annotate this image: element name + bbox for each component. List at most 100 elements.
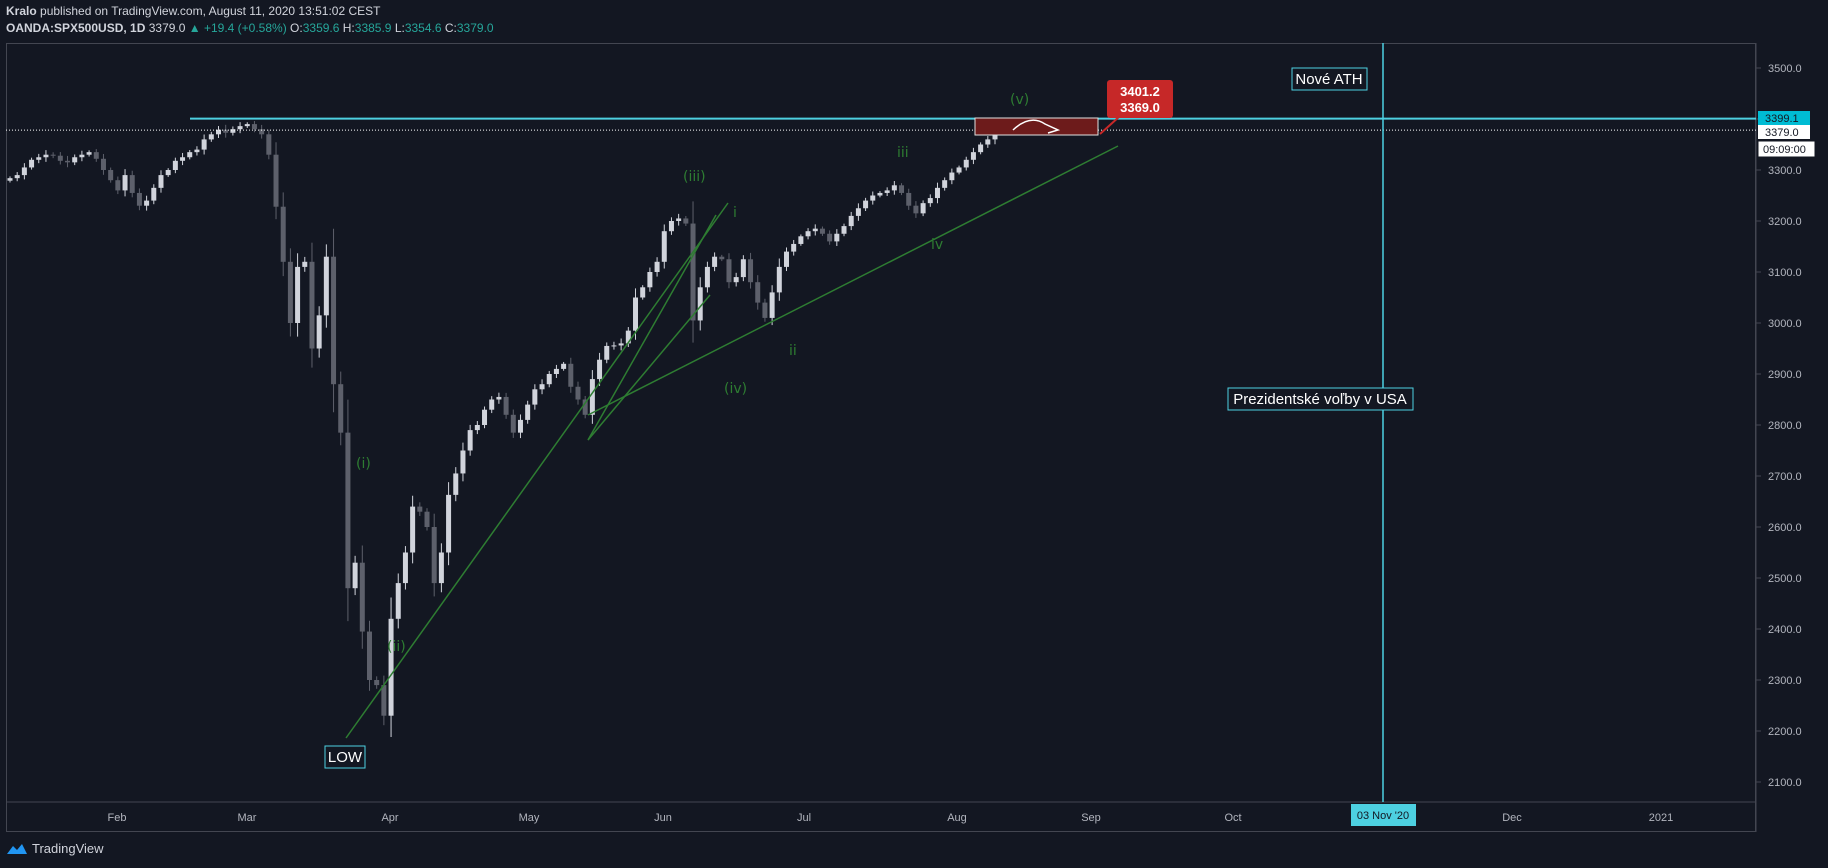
election-date-badge: 03 Nov '20: [1351, 804, 1416, 826]
note-ath[interactable]: Nové ATH: [1291, 67, 1368, 91]
candle-body: [927, 198, 933, 204]
note-low[interactable]: LOW: [324, 745, 366, 769]
ath-label: Nové ATH: [1295, 71, 1362, 88]
trend-line-3[interactable]: [587, 214, 717, 441]
candle-body: [489, 399, 495, 410]
candle-body: [525, 404, 531, 420]
tradingview-logo-icon: [7, 843, 27, 854]
low-value: 3354.6: [404, 21, 442, 35]
time-tick-label: Dec: [1502, 812, 1522, 824]
candle-body: [230, 129, 236, 133]
target-box[interactable]: [974, 117, 1099, 136]
candle-body: [14, 175, 20, 179]
time-tick-label: Apr: [381, 812, 398, 824]
candle-body: [575, 386, 581, 400]
candle-body: [345, 432, 351, 589]
candle-body: [733, 277, 739, 283]
election-label: Prezidentské voľby v USA: [1233, 391, 1407, 408]
wave-label: (v): [1010, 92, 1029, 108]
target-high: 3401.2: [1120, 84, 1160, 99]
candle-body: [510, 414, 516, 433]
candle-body: [21, 167, 27, 176]
wave-label: iv: [931, 237, 943, 253]
wave-label: (iii): [683, 169, 706, 185]
time-tick-label: Aug: [947, 812, 967, 824]
candle-body: [913, 205, 919, 214]
price-tick-label: 2400.0: [1768, 624, 1802, 636]
candle-body: [956, 167, 962, 173]
author-name[interactable]: Kralo: [6, 4, 37, 18]
candle-body: [467, 430, 473, 451]
trend-line-1[interactable]: [345, 202, 729, 739]
candle-body: [323, 256, 329, 316]
candle-body: [251, 124, 257, 130]
candle-body: [180, 157, 186, 161]
candle-body: [963, 159, 969, 168]
candle-body: [719, 256, 725, 260]
time-tick-label: 2021: [1649, 812, 1673, 824]
trend-line-2[interactable]: [587, 294, 711, 441]
candle-body: [640, 287, 646, 298]
price-tick-label: 3200.0: [1768, 216, 1802, 228]
candle-body: [65, 160, 71, 163]
brand-name[interactable]: TradingView: [32, 841, 104, 856]
candle-body: [633, 297, 639, 331]
close-value: 3379.0: [456, 21, 494, 35]
candle-body: [374, 680, 380, 686]
candle-body: [611, 345, 617, 347]
candle-body: [108, 170, 114, 181]
price-axis[interactable]: 3500.03400.03300.03200.03100.03000.02900…: [1756, 63, 1802, 789]
candle-body: [36, 157, 42, 160]
candle-body: [208, 134, 214, 140]
candle-body: [381, 685, 387, 716]
candle-body: [978, 144, 984, 153]
time-tick-label: Oct: [1224, 812, 1241, 824]
candle-body: [201, 139, 207, 150]
candle-body: [690, 223, 696, 321]
candle-body: [834, 233, 840, 242]
candle-body: [136, 192, 142, 206]
wave-label: ii: [789, 343, 797, 359]
trend-lines: [345, 145, 1119, 739]
candle-body: [309, 261, 315, 349]
candle-body: [805, 231, 811, 237]
candle-body: [561, 363, 567, 369]
price-tick-label: 2100.0: [1768, 777, 1802, 789]
candle-body: [791, 243, 797, 252]
candle-body: [855, 208, 861, 216]
candle-body: [446, 494, 452, 553]
candle-body: [402, 552, 408, 584]
price-tick-label: 3000.0: [1768, 318, 1802, 330]
candle-body: [906, 192, 912, 206]
candle-body: [503, 396, 509, 415]
wave-label: (iv): [724, 381, 747, 397]
candle-body: [798, 236, 804, 244]
time-axis[interactable]: Feb Mar Apr May Jun Jul Aug Sep Oct Dec 2021: [108, 812, 1674, 824]
candle-body: [29, 159, 35, 168]
countdown: 09:09:00: [1763, 144, 1806, 156]
symbol-label[interactable]: OANDA:SPX500USD, 1D: [6, 21, 146, 35]
candle-body: [43, 154, 49, 158]
price-tick-label: 2800.0: [1768, 420, 1802, 432]
candle-body: [366, 631, 372, 680]
candle-body: [266, 134, 272, 155]
trend-line-4[interactable]: [587, 145, 1119, 416]
candle-body: [86, 152, 92, 155]
note-election[interactable]: Prezidentské voľby v USA: [1227, 387, 1414, 411]
target-label-box: [1107, 80, 1173, 118]
time-tick-label: Mar: [238, 812, 257, 824]
candle-body: [884, 190, 890, 193]
candle-body: [647, 272, 653, 288]
price-tick-label: 3100.0: [1768, 267, 1802, 279]
candle-body: [546, 374, 552, 385]
price-tick-label: 2900.0: [1768, 369, 1802, 381]
candle-body: [359, 562, 365, 632]
candle-body: [654, 261, 660, 272]
candle-body: [934, 187, 940, 199]
target-zone[interactable]: 3401.2 3369.0: [974, 80, 1173, 136]
time-tick-label: Jul: [797, 812, 811, 824]
candle-body: [985, 139, 991, 145]
candle-body: [776, 266, 782, 293]
candle-body: [122, 175, 128, 191]
